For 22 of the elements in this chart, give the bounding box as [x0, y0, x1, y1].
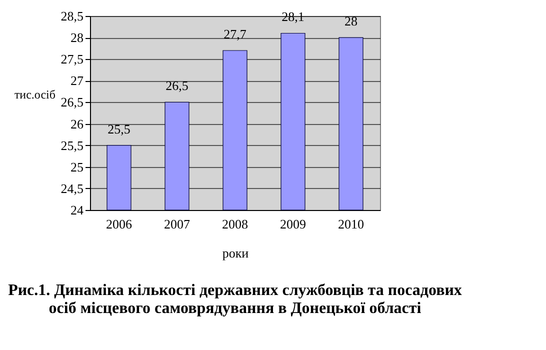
- y-tick-label: 26,5: [60, 94, 84, 110]
- y-tick-label: 28: [70, 30, 84, 46]
- y-tick-label: 24,5: [60, 180, 84, 196]
- x-tick-label: 2006: [106, 216, 132, 232]
- text: Рис.1. Динаміка кількості державних службовців та посадових осіб місцевого самоврядування в Донецької області: [8, 282, 462, 317]
- x-axis-title: роки: [222, 246, 249, 260]
- data-label: 28: [344, 14, 358, 29]
- x-tick-label: 2008: [222, 216, 248, 232]
- y-tick-label: 26: [70, 116, 84, 132]
- y-tick-label: 25: [70, 159, 84, 174]
- x-tick-label: 2007: [164, 216, 190, 232]
- data-label: 25,5: [108, 121, 130, 136]
- x-tick-label: 2009: [280, 216, 306, 232]
- y-tick-label: 28,5: [60, 8, 84, 24]
- data-label: 27,7: [224, 26, 247, 42]
- y-tick-label: 27,5: [60, 52, 84, 67]
- y-tick-label: 27: [70, 73, 84, 88]
- data-label: 26,5: [166, 78, 188, 94]
- y-axis-title: тис.осіб: [14, 88, 56, 102]
- y-tick-label: 25,5: [60, 138, 84, 153]
- x-tick-label: 2010: [338, 216, 364, 232]
- y-tick-label: 24: [70, 202, 84, 218]
